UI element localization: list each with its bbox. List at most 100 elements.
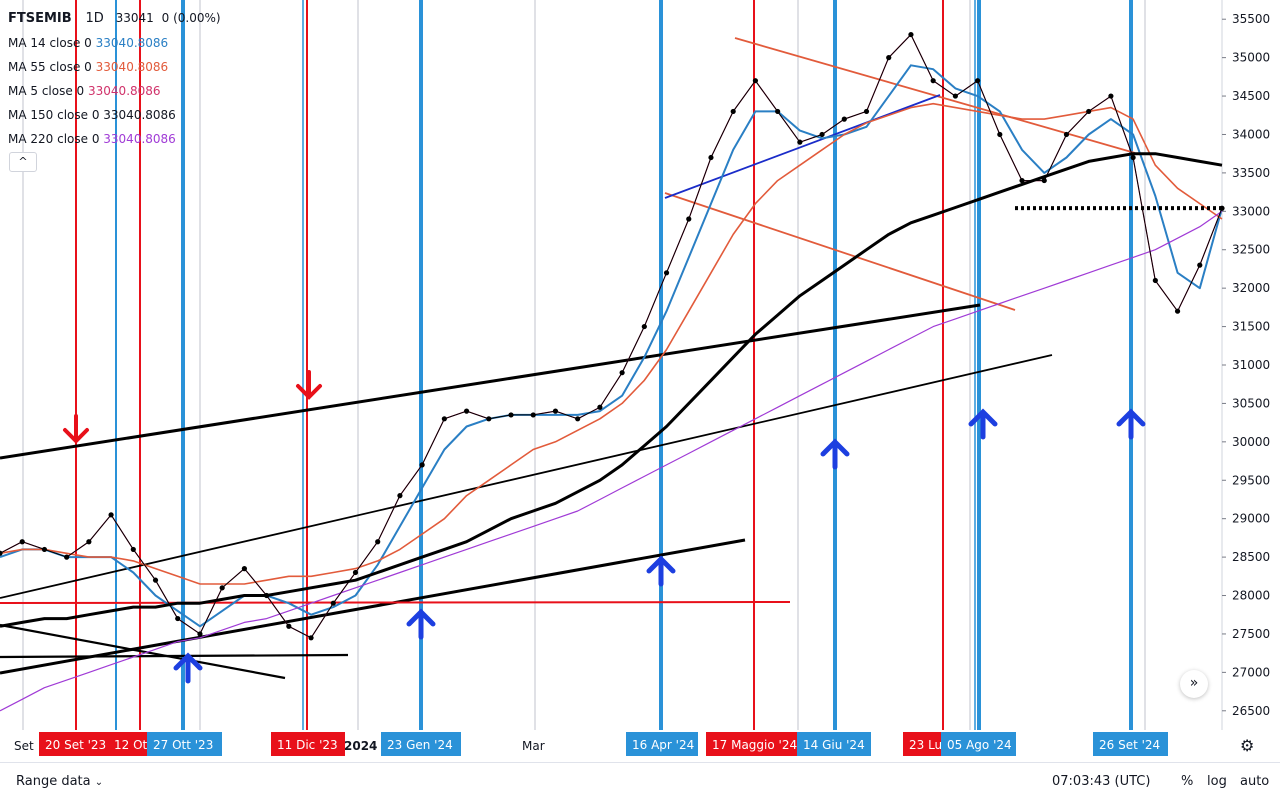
date-label-badge [626,732,698,756]
price-line [0,33,1223,639]
trend-line [0,623,286,680]
price-point [508,412,514,418]
ma-line-ma220 [0,210,1223,712]
date-label-text: 23 Gen '24 [387,738,453,752]
price-point [0,550,3,556]
legend-collapse-button[interactable]: ^ [9,152,37,172]
legend-indicator[interactable]: MA 14 close 0 33040.8086 [8,31,221,55]
date-label-text: 17 Maggio '24 [712,738,797,752]
y-axis-tick-label: 33500 [1232,166,1270,180]
date-label-text: 14 Giu '24 [803,738,865,752]
date-label-text: 20 Set '23 [45,738,106,752]
price-point [575,416,581,422]
date-label-badge [108,732,148,756]
price-point [130,546,136,553]
indicator-value: 33040.8086 [95,36,169,50]
price-point [1086,108,1092,115]
log-toggle[interactable]: log [1207,774,1227,789]
date-label-text: 23 Lu [909,738,942,752]
chevron-down-icon: ⌄ [94,777,104,788]
date-label-badge [147,732,222,756]
double-chevron-right-icon: » [1189,675,1199,691]
trend-line [0,303,981,460]
indicator-label: MA 150 close 0 [8,108,100,122]
trend-line [0,653,349,659]
y-axis-tick-label: 27000 [1232,665,1270,679]
y-axis-tick-label: 32500 [1232,243,1270,257]
y-axis-tick-label: 28500 [1232,550,1270,564]
legend-indicator[interactable]: MA 150 close 0 33040.8086 [8,103,221,127]
interval[interactable]: 1D [85,11,104,26]
arrow-up-icon [968,408,998,440]
date-label-badge [941,732,1016,756]
price-point [463,408,470,414]
range-data-button[interactable]: Range data ⌄ [16,774,103,789]
percent-toggle[interactable]: % [1181,774,1194,789]
price-point [330,600,336,606]
price-point [86,539,92,545]
indicator-label: MA 5 close 0 [8,84,85,98]
price-point [175,615,181,622]
chart-legend: FTSEMIB 1D 33041 0 (0.00%) MA 14 close 0… [8,6,221,151]
price-point [219,585,225,591]
price-point [1063,131,1070,138]
arrow-down-icon [63,414,89,444]
price-point [863,108,870,115]
trend-line [664,192,1016,311]
indicator-value: 33040.8086 [88,84,161,98]
y-axis-tick-label: 26500 [1232,704,1270,718]
arrow-down-icon [296,370,322,400]
indicator-label: MA 55 close 0 [8,60,92,74]
price-point [1130,154,1136,161]
indicator-value: 33040.8086 [95,60,169,74]
arrow-up-icon [820,438,850,470]
range-label: Range data [16,774,91,789]
y-axis-tick-label: 30000 [1232,435,1270,449]
price-point [419,462,425,468]
price-point [19,539,25,545]
price-point [841,116,847,122]
date-label-badge [797,732,871,756]
legend-indicator[interactable]: MA 55 close 0 33040.8086 [8,55,221,79]
price-point [775,108,781,115]
legend-indicator[interactable]: MA 220 close 0 33040.8086 [8,127,221,151]
symbol-name[interactable]: FTSEMIB [8,11,72,26]
price-point [552,408,559,414]
arrow-up-icon [406,608,436,640]
bottom-toolbar: Range data ⌄ 07:03:43 (UTC) % log auto [0,762,1280,801]
price-point [597,404,603,410]
legend-indicator[interactable]: MA 5 close 0 33040.8086 [8,79,221,103]
last-price: 33041 [115,11,154,25]
price-point [952,93,958,99]
chart-canvas[interactable]: 26500 27000 27500 28000 28500 29000 29500 30000… [0,0,1280,762]
auto-toggle[interactable]: auto [1240,774,1270,789]
gear-icon[interactable]: ⚙ [1240,736,1255,755]
date-label-text: 05 Ago '24 [947,738,1012,752]
legend-symbol-row: FTSEMIB 1D 33041 0 (0.00%) [8,6,221,31]
price-point [264,592,270,599]
date-label-text: 16 Apr '24 [632,738,694,752]
scroll-to-realtime-button[interactable]: » [1180,670,1208,698]
price-point [1152,277,1158,284]
price-point [797,139,803,145]
price-point [819,131,825,138]
y-axis-tick-label: 34000 [1232,127,1270,141]
price-point [908,31,914,38]
date-label-text: 12 Ott [114,738,152,752]
indicator-label: MA 220 close 0 [8,132,100,146]
arrow-up-icon [173,652,203,684]
price-point [486,416,492,422]
price-point [752,78,759,84]
arrow-up-icon [646,555,676,587]
price-point [64,554,70,560]
utc-clock[interactable]: 07:03:43 (UTC) [1052,774,1151,789]
date-label-text: 11 Dic '23 [277,738,338,752]
date-label-badge [39,732,108,756]
y-axis-tick-label: 35000 [1232,51,1270,65]
ma-line-ma14 [0,64,1223,628]
y-axis-tick-label: 27500 [1232,627,1270,641]
price-point [1197,262,1203,268]
price-point [375,539,381,545]
y-axis-tick-label: 31000 [1232,358,1270,372]
